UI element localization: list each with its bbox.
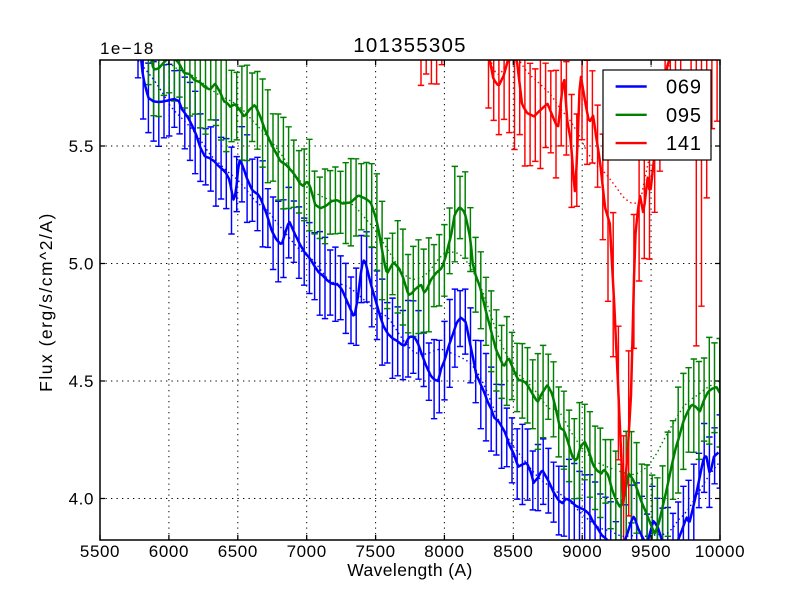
svg-text:141: 141 [666, 133, 702, 155]
svg-text:069: 069 [666, 77, 702, 99]
svg-text:Flux (erg/s/cm^2/A): Flux (erg/s/cm^2/A) [36, 212, 56, 392]
svg-text:7500: 7500 [355, 542, 395, 561]
svg-text:6500: 6500 [218, 542, 258, 561]
svg-text:10000: 10000 [695, 542, 745, 561]
svg-text:4.0: 4.0 [69, 490, 94, 509]
svg-text:5.5: 5.5 [69, 137, 94, 156]
svg-text:101355305: 101355305 [353, 34, 466, 57]
svg-text:Wavelength (A): Wavelength (A) [347, 560, 473, 580]
svg-text:5500: 5500 [80, 542, 120, 561]
svg-text:5.0: 5.0 [69, 255, 94, 274]
svg-text:9000: 9000 [562, 542, 602, 561]
svg-text:8500: 8500 [493, 542, 533, 561]
svg-text:1e−18: 1e−18 [100, 39, 155, 58]
svg-text:8000: 8000 [424, 542, 464, 561]
svg-text:9500: 9500 [631, 542, 671, 561]
svg-text:6000: 6000 [149, 542, 189, 561]
svg-text:7000: 7000 [287, 542, 327, 561]
svg-text:095: 095 [666, 105, 702, 127]
svg-text:4.5: 4.5 [69, 372, 94, 391]
